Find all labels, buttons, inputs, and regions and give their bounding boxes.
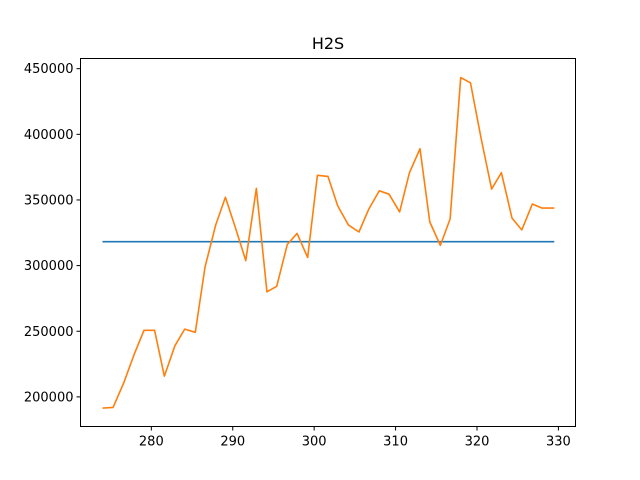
x-axis-ticks: 280 290 300 310 320 330 [139,426,571,450]
x-tick-label: 320 [465,435,490,450]
series-layer [102,76,555,409]
y-tick-label: 350000 [24,193,74,208]
y-tick-label: 200000 [24,390,74,405]
plot-area-frame [80,58,576,427]
y-tick-label: 450000 [24,62,74,77]
x-tick-label: 280 [139,435,164,450]
y-tick-label: 300000 [24,259,74,274]
x-tick-label: 300 [302,435,327,450]
x-tick-label: 310 [383,435,408,450]
y-axis-ticks: 200000 250000 300000 350000 400000 450000 [24,62,81,405]
y-tick-label: 400000 [24,128,74,143]
y-tick-label: 250000 [24,325,74,340]
x-tick-label: 330 [546,435,571,450]
series-line-2 [102,76,555,409]
x-tick-label: 290 [220,435,245,450]
chart-title: H2S [312,34,344,53]
